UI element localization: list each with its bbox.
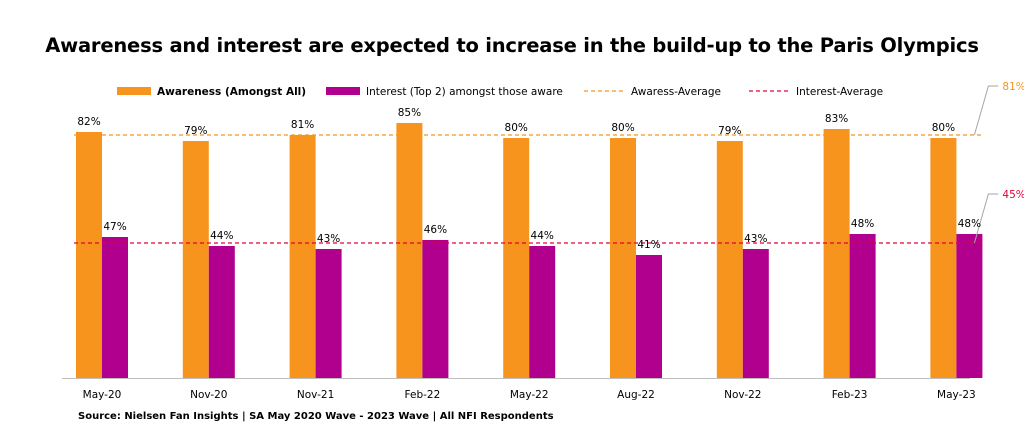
interest-data-label: 47% bbox=[103, 221, 126, 233]
x-tick-label: Nov-21 bbox=[297, 389, 334, 401]
reference-lines-group: 81% 45% bbox=[74, 81, 1024, 244]
average-callout-leader bbox=[973, 193, 999, 244]
awareness-average-label: 81% bbox=[1002, 81, 1024, 93]
awareness-data-label: 80% bbox=[932, 122, 955, 134]
awareness-bar bbox=[930, 138, 957, 378]
x-tick-label: Feb-23 bbox=[832, 389, 868, 401]
awareness-data-label: 79% bbox=[718, 125, 741, 137]
awareness-bar bbox=[396, 123, 423, 378]
awareness-bar bbox=[610, 138, 636, 378]
interest-data-label: 46% bbox=[424, 224, 447, 236]
legend: Awareness (Amongst All) Interest (Top 2) … bbox=[117, 86, 883, 98]
awareness-data-label: 81% bbox=[291, 119, 314, 131]
bars-group bbox=[76, 123, 983, 378]
awareness-data-label: 85% bbox=[398, 107, 421, 119]
awareness-data-label: 80% bbox=[505, 122, 528, 134]
source-note: Source: Nielsen Fan Insights | SA May 20… bbox=[78, 411, 554, 422]
average-callout-leader bbox=[973, 85, 999, 136]
interest-data-label: 44% bbox=[531, 230, 554, 242]
awareness-bar bbox=[716, 141, 743, 378]
interest-average-label: 45% bbox=[1002, 189, 1024, 201]
interest-data-label: 43% bbox=[317, 233, 340, 245]
legend-swatch-interest bbox=[326, 87, 360, 95]
awareness-bar bbox=[182, 141, 209, 378]
legend-label-awareness-average: Awaress-Average bbox=[631, 86, 721, 98]
interest-bar bbox=[742, 249, 769, 378]
awareness-bar bbox=[503, 138, 530, 378]
legend-label-interest-average: Interest-Average bbox=[796, 86, 883, 98]
x-axis: May-20 Nov-20 Nov-21 Feb-22 May-22 Aug-22 Nov-… bbox=[62, 378, 976, 401]
chart-title: Awareness and interest are expected to i… bbox=[45, 34, 979, 57]
awareness-bar bbox=[289, 135, 316, 378]
awareness-data-label: 82% bbox=[77, 116, 100, 128]
interest-bar bbox=[208, 246, 235, 378]
x-tick-label: May-22 bbox=[510, 389, 549, 401]
interest-bar bbox=[956, 234, 983, 378]
legend-label-awareness: Awareness (Amongst All) bbox=[157, 86, 306, 98]
x-tick-label: Aug-22 bbox=[617, 389, 655, 401]
legend-label-interest: Interest (Top 2) amongst those aware bbox=[366, 86, 563, 98]
x-tick-label: May-23 bbox=[937, 389, 976, 401]
awareness-data-label: 83% bbox=[825, 113, 848, 125]
interest-bar bbox=[636, 255, 662, 378]
interest-bar bbox=[422, 240, 449, 378]
awareness-data-label: 80% bbox=[611, 122, 634, 134]
awareness-data-label: 79% bbox=[184, 125, 207, 137]
interest-data-label: 41% bbox=[637, 239, 660, 251]
interest-data-label: 43% bbox=[744, 233, 767, 245]
data-labels-group: 82% 47% 79% 44% 81% 43% 85% 46% 80% 44% 80% 41% 79% 4… bbox=[77, 107, 981, 251]
x-tick-label: May-20 bbox=[83, 389, 122, 401]
interest-data-label: 48% bbox=[958, 218, 981, 230]
interest-bar bbox=[102, 237, 128, 378]
awareness-bar bbox=[823, 129, 850, 378]
interest-data-label: 44% bbox=[210, 230, 233, 242]
legend-swatch-awareness bbox=[117, 87, 151, 95]
x-tick-label: Nov-22 bbox=[724, 389, 761, 401]
awareness-bar bbox=[76, 132, 102, 378]
interest-bar bbox=[315, 249, 342, 378]
interest-bar bbox=[849, 234, 876, 378]
interest-data-label: 48% bbox=[851, 218, 874, 230]
x-tick-label: Feb-22 bbox=[405, 389, 441, 401]
x-tick-label: Nov-20 bbox=[190, 389, 227, 401]
interest-bar bbox=[529, 246, 556, 378]
